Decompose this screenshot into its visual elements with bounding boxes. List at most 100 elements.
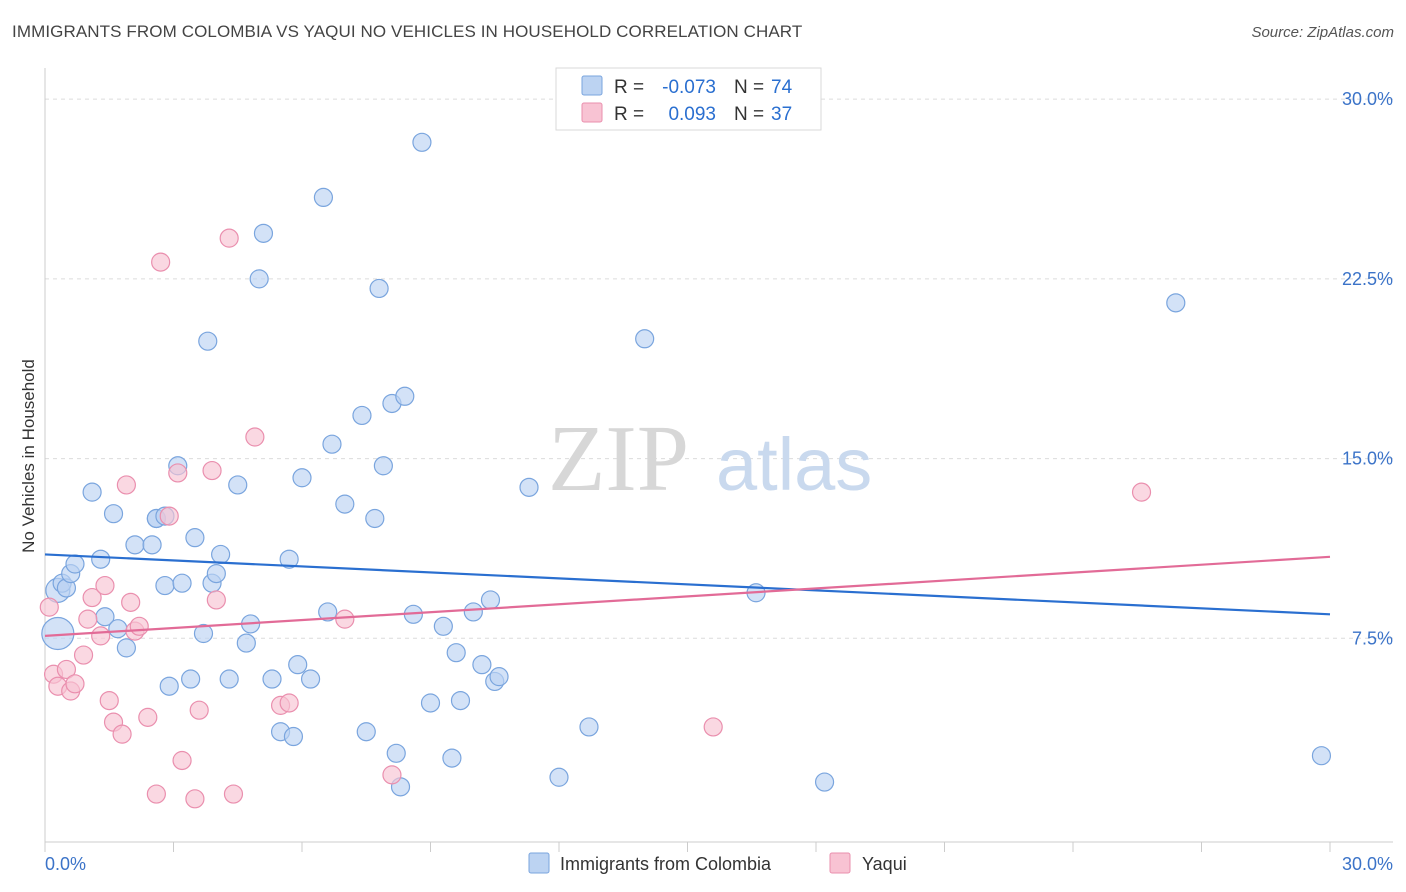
point-colombia bbox=[236, 633, 256, 653]
point-colombia bbox=[82, 482, 102, 502]
point-colombia bbox=[322, 434, 342, 454]
point-yaqui bbox=[138, 707, 158, 727]
y-tick-label: 30.0% bbox=[1342, 89, 1393, 109]
x-tick-label-start: 0.0% bbox=[45, 854, 86, 874]
point-colombia bbox=[219, 669, 239, 689]
point-yaqui bbox=[703, 717, 723, 737]
point-yaqui bbox=[65, 674, 85, 694]
point-colombia bbox=[193, 623, 214, 644]
point-colombia bbox=[635, 329, 655, 349]
point-colombia bbox=[253, 223, 274, 243]
bottom-legend-swatch-colombia bbox=[528, 852, 550, 874]
point-colombia bbox=[318, 602, 338, 622]
point-colombia bbox=[519, 477, 539, 497]
point-yaqui bbox=[185, 789, 205, 809]
point-yaqui bbox=[151, 252, 171, 272]
point-yaqui bbox=[112, 724, 132, 744]
point-colombia bbox=[279, 549, 299, 569]
point-yaqui bbox=[56, 659, 77, 680]
point-colombia bbox=[65, 554, 85, 574]
legend-swatch-blue bbox=[581, 75, 603, 96]
legend-box: R = -0.073 N = 74 R = 0.093 N = 37 bbox=[555, 67, 822, 131]
point-colombia bbox=[369, 278, 389, 299]
point-colombia bbox=[262, 669, 282, 689]
point-colombia bbox=[442, 748, 462, 768]
point-yaqui bbox=[39, 597, 59, 617]
point-colombia bbox=[103, 504, 124, 524]
point-colombia bbox=[283, 726, 304, 747]
point-colombia bbox=[228, 475, 248, 495]
point-colombia bbox=[472, 655, 492, 675]
point-colombia bbox=[489, 667, 509, 687]
legend-r-value-2: 0.093 bbox=[668, 104, 716, 125]
point-colombia bbox=[206, 563, 226, 584]
watermark: ZIP atlas bbox=[548, 407, 872, 511]
y-tick-label: 7.5% bbox=[1352, 628, 1393, 648]
bottom-legend: Immigrants from Colombia Yaqui bbox=[528, 852, 907, 874]
y-axis-title: No Vehicles in Household bbox=[19, 359, 38, 553]
legend-r-label-1: R = bbox=[614, 77, 644, 98]
bottom-legend-label-yaqui: Yaqui bbox=[862, 854, 907, 874]
watermark-zip: ZIP bbox=[548, 407, 689, 511]
point-colombia bbox=[249, 269, 269, 289]
point-yaqui bbox=[91, 626, 111, 646]
point-colombia bbox=[450, 690, 471, 711]
legend-n-label-1: N = bbox=[734, 77, 764, 98]
point-colombia bbox=[125, 535, 145, 555]
point-colombia bbox=[373, 456, 393, 476]
point-yaqui bbox=[172, 750, 192, 771]
point-yaqui bbox=[82, 587, 102, 608]
point-colombia bbox=[412, 132, 432, 152]
legend-n-label-2: N = bbox=[734, 104, 764, 125]
point-yaqui bbox=[146, 784, 166, 804]
point-colombia bbox=[91, 549, 111, 569]
point-colombia bbox=[181, 669, 201, 689]
legend-r-label-2: R = bbox=[614, 104, 644, 125]
x-tick-label-end: 30.0% bbox=[1342, 854, 1393, 874]
legend-r-value-1: -0.073 bbox=[662, 77, 716, 98]
point-colombia bbox=[335, 494, 355, 514]
chart-title: IMMIGRANTS FROM COLOMBIA VS YAQUI NO VEH… bbox=[12, 22, 803, 41]
point-colombia bbox=[579, 717, 599, 737]
point-colombia bbox=[172, 573, 192, 593]
trend-line-colombia bbox=[44, 553, 1331, 616]
point-yaqui bbox=[219, 228, 239, 248]
point-colombia bbox=[1166, 293, 1186, 313]
point-yaqui bbox=[245, 427, 265, 447]
point-colombia bbox=[198, 331, 218, 351]
point-colombia bbox=[300, 669, 321, 689]
trend-lines bbox=[44, 553, 1331, 637]
source-label: Source: ZipAtlas.com bbox=[1251, 24, 1394, 41]
point-colombia bbox=[549, 767, 569, 787]
trend-line-yaqui bbox=[44, 555, 1331, 637]
legend-n-value-1: 74 bbox=[771, 77, 793, 98]
point-yaqui bbox=[382, 765, 402, 785]
point-colombia bbox=[365, 508, 385, 529]
point-yaqui bbox=[1131, 482, 1152, 502]
point-yaqui bbox=[206, 590, 226, 610]
point-yaqui bbox=[99, 690, 119, 711]
point-yaqui bbox=[73, 645, 94, 665]
legend-swatch-pink bbox=[581, 102, 603, 123]
y-tick-label: 15.0% bbox=[1342, 449, 1393, 469]
axes bbox=[44, 68, 1393, 852]
point-colombia bbox=[814, 772, 835, 792]
bottom-legend-swatch-yaqui bbox=[829, 852, 851, 874]
point-yaqui bbox=[189, 700, 209, 720]
point-colombia bbox=[352, 405, 372, 426]
point-yaqui bbox=[121, 592, 141, 612]
point-colombia bbox=[1311, 746, 1332, 766]
point-colombia bbox=[446, 643, 466, 663]
point-colombia bbox=[211, 544, 231, 565]
point-yaqui bbox=[202, 460, 222, 481]
point-colombia bbox=[313, 187, 334, 208]
point-colombia bbox=[433, 616, 453, 636]
point-colombia bbox=[142, 535, 162, 555]
point-colombia bbox=[386, 743, 406, 763]
grid-lines bbox=[45, 98, 1393, 639]
point-yaqui bbox=[116, 475, 136, 495]
point-yaqui bbox=[279, 693, 299, 713]
series-yaqui-points bbox=[39, 228, 1152, 809]
point-colombia bbox=[395, 386, 415, 406]
